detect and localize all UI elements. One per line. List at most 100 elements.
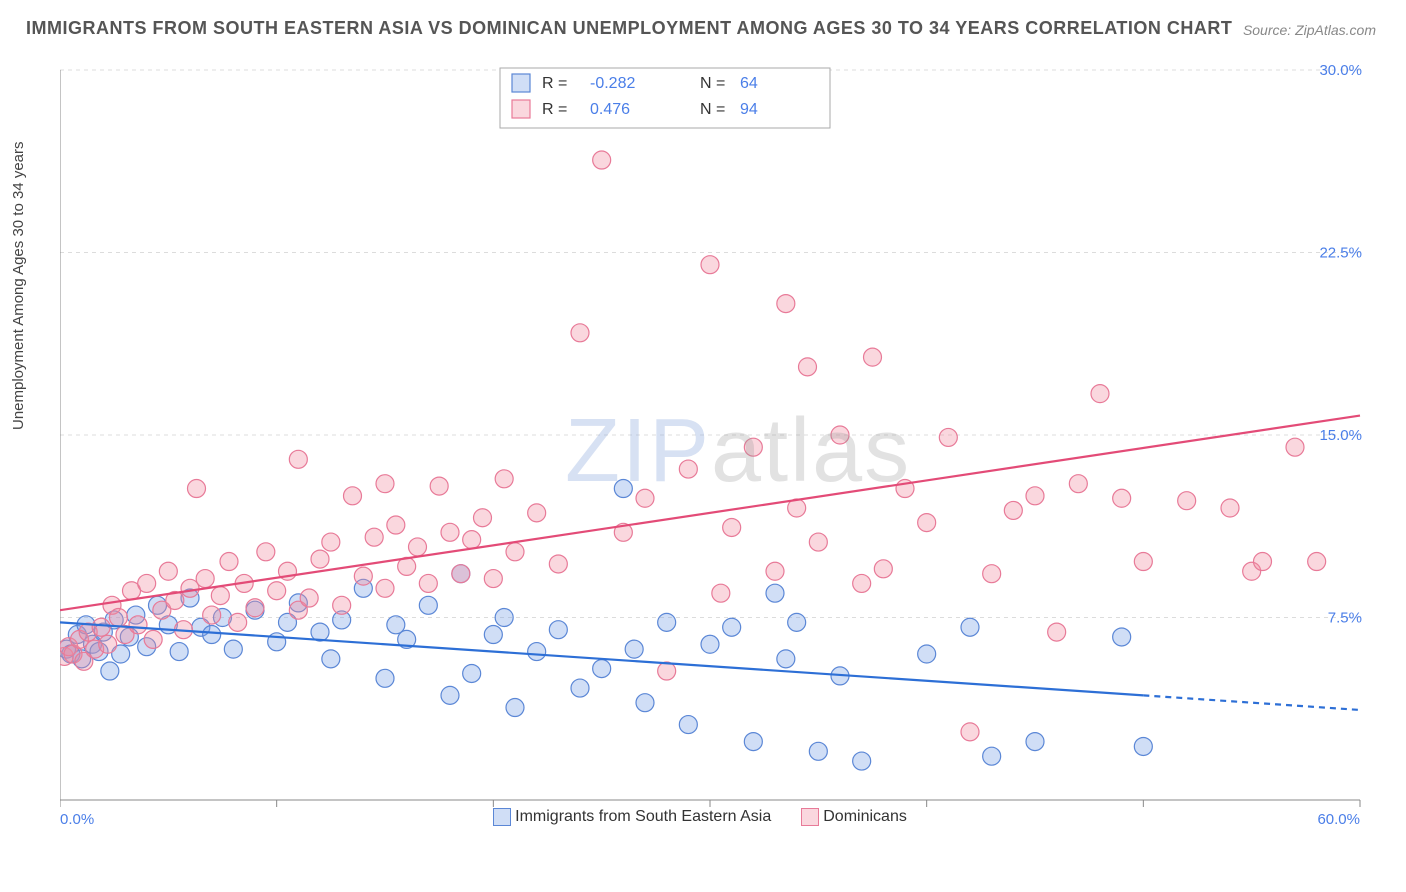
- trend-line: [60, 416, 1360, 611]
- data-point: [1091, 385, 1109, 403]
- y-tick-label: 22.5%: [1319, 245, 1362, 262]
- data-point: [853, 752, 871, 770]
- source-attribution: Source: ZipAtlas.com: [1243, 22, 1376, 38]
- data-point: [1069, 475, 1087, 493]
- data-point: [864, 348, 882, 366]
- legend-r-label: R =: [542, 101, 567, 118]
- data-point: [322, 533, 340, 551]
- data-point: [983, 565, 1001, 583]
- data-point: [229, 613, 247, 631]
- data-point: [203, 606, 221, 624]
- data-point: [1221, 499, 1239, 517]
- legend-n-label: N =: [700, 101, 725, 118]
- data-point: [322, 650, 340, 668]
- data-point: [679, 716, 697, 734]
- data-point: [365, 528, 383, 546]
- data-point: [289, 450, 307, 468]
- data-point: [344, 487, 362, 505]
- data-point: [658, 613, 676, 631]
- data-point: [939, 428, 957, 446]
- data-point: [766, 584, 784, 602]
- legend-r-value: -0.282: [590, 75, 635, 92]
- data-point: [766, 562, 784, 580]
- data-point: [1308, 553, 1326, 571]
- data-point: [853, 574, 871, 592]
- data-point: [625, 640, 643, 658]
- data-point: [571, 679, 589, 697]
- data-point: [495, 609, 513, 627]
- data-point: [138, 574, 156, 592]
- data-point: [679, 460, 697, 478]
- data-point: [419, 596, 437, 614]
- data-point: [961, 723, 979, 741]
- data-point: [506, 543, 524, 561]
- scatter-plot: 7.5%15.0%22.5%30.0%0.0%60.0%R =-0.282N =…: [60, 60, 1370, 830]
- chart-area: 7.5%15.0%22.5%30.0%0.0%60.0%R =-0.282N =…: [60, 60, 1370, 830]
- data-point: [701, 635, 719, 653]
- y-tick-label: 15.0%: [1319, 427, 1362, 444]
- legend-swatch: [512, 74, 530, 92]
- data-point: [474, 509, 492, 527]
- data-point: [430, 477, 448, 495]
- data-point: [636, 694, 654, 712]
- data-point: [1254, 553, 1272, 571]
- data-point: [110, 609, 128, 627]
- data-point: [354, 567, 372, 585]
- data-point: [463, 531, 481, 549]
- data-point: [744, 438, 762, 456]
- trend-line: [60, 622, 1143, 695]
- data-point: [1113, 489, 1131, 507]
- data-point: [1026, 733, 1044, 751]
- data-point: [788, 613, 806, 631]
- legend-swatch: [493, 808, 511, 826]
- data-point: [593, 151, 611, 169]
- data-point: [188, 480, 206, 498]
- data-point: [170, 643, 188, 661]
- data-point: [593, 660, 611, 678]
- legend-series-label: Immigrants from South Eastern Asia: [515, 808, 771, 825]
- y-tick-label: 30.0%: [1319, 62, 1362, 79]
- data-point: [1113, 628, 1131, 646]
- data-point: [1026, 487, 1044, 505]
- data-point: [636, 489, 654, 507]
- data-point: [712, 584, 730, 602]
- data-point: [1048, 623, 1066, 641]
- data-point: [211, 587, 229, 605]
- data-point: [809, 533, 827, 551]
- data-point: [333, 596, 351, 614]
- data-point: [484, 570, 502, 588]
- legend-r-label: R =: [542, 75, 567, 92]
- data-point: [1134, 737, 1152, 755]
- data-point: [777, 295, 795, 313]
- data-point: [159, 562, 177, 580]
- data-point: [777, 650, 795, 668]
- data-point: [799, 358, 817, 376]
- data-point: [1134, 553, 1152, 571]
- legend-n-value: 94: [740, 101, 758, 118]
- data-point: [441, 686, 459, 704]
- data-point: [101, 662, 119, 680]
- data-point: [257, 543, 275, 561]
- data-point: [387, 516, 405, 534]
- data-point: [809, 742, 827, 760]
- data-point: [528, 643, 546, 661]
- data-point: [220, 553, 238, 571]
- data-point: [484, 626, 502, 644]
- data-point: [246, 599, 264, 617]
- y-axis-label: Unemployment Among Ages 30 to 34 years: [10, 141, 27, 430]
- data-point: [203, 626, 221, 644]
- data-point: [268, 582, 286, 600]
- data-point: [452, 565, 470, 583]
- data-point: [1004, 501, 1022, 519]
- data-point: [495, 470, 513, 488]
- data-point: [463, 664, 481, 682]
- data-point: [701, 256, 719, 274]
- data-point: [874, 560, 892, 578]
- data-point: [376, 579, 394, 597]
- trend-line-extension: [1143, 695, 1360, 710]
- legend-series-label: Dominicans: [823, 808, 907, 825]
- data-point: [99, 635, 117, 653]
- data-point: [441, 523, 459, 541]
- data-point: [311, 550, 329, 568]
- data-point: [723, 518, 741, 536]
